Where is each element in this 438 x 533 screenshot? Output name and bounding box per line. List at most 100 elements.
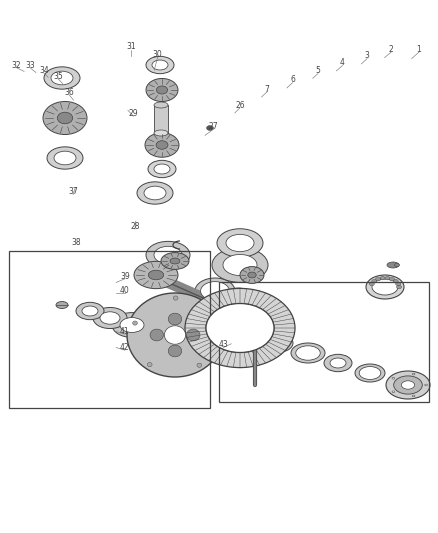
- Text: 28: 28: [130, 222, 140, 231]
- Ellipse shape: [389, 278, 395, 281]
- Ellipse shape: [146, 56, 174, 74]
- Ellipse shape: [240, 266, 264, 284]
- Ellipse shape: [185, 288, 295, 368]
- Ellipse shape: [425, 384, 427, 386]
- Text: 40: 40: [120, 286, 130, 295]
- Ellipse shape: [213, 322, 218, 326]
- Ellipse shape: [147, 362, 152, 367]
- Ellipse shape: [355, 364, 385, 382]
- Ellipse shape: [173, 296, 178, 300]
- Ellipse shape: [359, 367, 381, 379]
- Ellipse shape: [206, 125, 213, 131]
- Ellipse shape: [133, 321, 138, 325]
- Ellipse shape: [412, 373, 415, 375]
- Ellipse shape: [394, 376, 422, 394]
- Ellipse shape: [170, 258, 180, 264]
- Text: 37: 37: [68, 188, 78, 196]
- Ellipse shape: [396, 285, 402, 289]
- Ellipse shape: [154, 246, 182, 264]
- Ellipse shape: [392, 377, 395, 379]
- Text: 31: 31: [127, 43, 136, 51]
- Text: 27: 27: [209, 122, 219, 131]
- Ellipse shape: [154, 102, 168, 108]
- Ellipse shape: [393, 279, 398, 283]
- Ellipse shape: [44, 67, 80, 89]
- Text: 34: 34: [39, 66, 49, 75]
- Ellipse shape: [212, 248, 268, 282]
- Ellipse shape: [369, 282, 374, 286]
- Ellipse shape: [154, 164, 170, 174]
- Ellipse shape: [164, 326, 186, 344]
- Text: 33: 33: [26, 61, 35, 70]
- Ellipse shape: [146, 241, 190, 269]
- Ellipse shape: [386, 371, 430, 399]
- Text: 32: 32: [12, 61, 21, 69]
- Ellipse shape: [330, 358, 346, 368]
- Ellipse shape: [148, 160, 176, 177]
- Ellipse shape: [187, 329, 200, 341]
- Ellipse shape: [76, 302, 104, 320]
- Text: 35: 35: [53, 72, 63, 80]
- Text: 1: 1: [417, 45, 421, 54]
- Ellipse shape: [236, 324, 264, 342]
- Ellipse shape: [112, 312, 152, 337]
- Text: 5: 5: [315, 67, 321, 75]
- Ellipse shape: [168, 345, 182, 357]
- Ellipse shape: [226, 235, 254, 252]
- Ellipse shape: [137, 182, 173, 204]
- Text: 26: 26: [235, 101, 245, 109]
- Text: 42: 42: [120, 343, 130, 352]
- Ellipse shape: [269, 337, 287, 349]
- Ellipse shape: [366, 275, 404, 299]
- Ellipse shape: [156, 86, 168, 94]
- Ellipse shape: [168, 313, 182, 325]
- Ellipse shape: [242, 328, 258, 338]
- Ellipse shape: [228, 292, 248, 304]
- Text: 29: 29: [129, 109, 138, 118]
- Ellipse shape: [247, 297, 273, 313]
- Ellipse shape: [401, 381, 415, 389]
- Ellipse shape: [51, 71, 73, 85]
- Ellipse shape: [396, 282, 401, 286]
- Ellipse shape: [146, 78, 178, 101]
- Ellipse shape: [372, 279, 398, 295]
- Text: 39: 39: [120, 272, 130, 280]
- Ellipse shape: [161, 253, 189, 269]
- Ellipse shape: [392, 391, 395, 393]
- Ellipse shape: [120, 318, 144, 333]
- Ellipse shape: [324, 354, 352, 372]
- Text: 38: 38: [72, 238, 81, 247]
- Ellipse shape: [248, 272, 256, 278]
- Ellipse shape: [47, 147, 83, 169]
- Ellipse shape: [395, 263, 399, 266]
- Text: 6: 6: [290, 76, 295, 84]
- Ellipse shape: [372, 279, 377, 283]
- Ellipse shape: [156, 141, 168, 149]
- Ellipse shape: [206, 303, 274, 352]
- Text: 2: 2: [389, 45, 393, 54]
- Text: 41: 41: [120, 327, 130, 336]
- Ellipse shape: [145, 133, 179, 157]
- Ellipse shape: [197, 363, 202, 367]
- Ellipse shape: [82, 306, 98, 316]
- Bar: [154, 105, 168, 133]
- Ellipse shape: [154, 130, 168, 136]
- Ellipse shape: [263, 334, 293, 352]
- Ellipse shape: [296, 346, 320, 360]
- Ellipse shape: [43, 101, 87, 134]
- Ellipse shape: [222, 288, 254, 308]
- Ellipse shape: [127, 293, 223, 377]
- Ellipse shape: [172, 294, 208, 316]
- Ellipse shape: [291, 343, 325, 363]
- Ellipse shape: [57, 112, 73, 124]
- Ellipse shape: [93, 308, 127, 328]
- Bar: [219, 282, 429, 402]
- Ellipse shape: [385, 277, 390, 280]
- Ellipse shape: [134, 261, 178, 289]
- Ellipse shape: [375, 278, 381, 281]
- Text: 43: 43: [219, 341, 228, 349]
- Ellipse shape: [206, 303, 274, 352]
- Text: 7: 7: [265, 85, 270, 93]
- Ellipse shape: [56, 302, 68, 309]
- Text: 30: 30: [153, 50, 162, 59]
